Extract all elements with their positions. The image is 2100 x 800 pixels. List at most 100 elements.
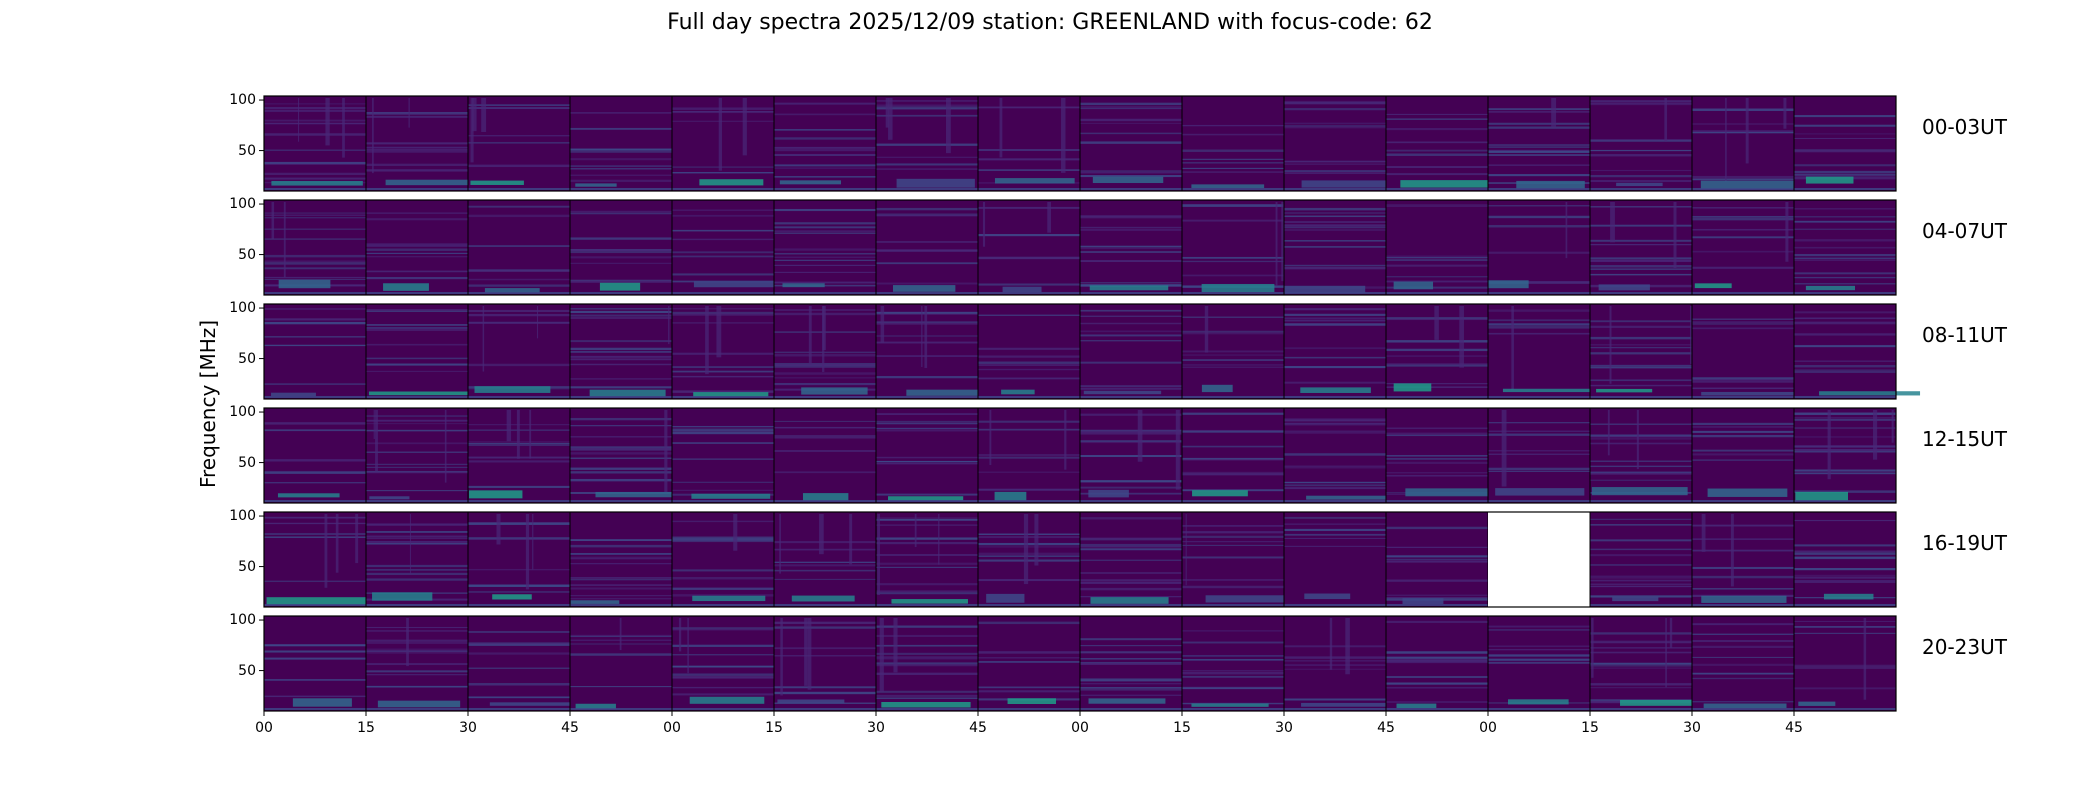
interference-line [1386,127,1488,131]
low-frequency-band [1090,597,1169,604]
y-tick-label: 50 [238,246,256,263]
interference-line [876,537,978,540]
broadband-burst [444,410,447,483]
spectrum-panel [1589,303,1693,400]
interference-line [1386,255,1488,258]
interference-line [978,661,1080,663]
interference-line [1794,346,1896,348]
interference-line [366,670,468,673]
low-frequency-band [1502,388,1601,393]
broadband-burst [879,618,884,692]
interference-line [1488,658,1590,661]
spectrum-panel [1589,95,1693,192]
low-frequency-band [774,292,876,294]
broadband-burst [1783,98,1787,129]
low-frequency-band [264,604,366,606]
interference-line [672,481,774,483]
interference-line [1794,254,1896,257]
low-frequency-band [1192,490,1248,497]
low-frequency-band [369,496,410,500]
spectrum-panel [671,407,775,504]
low-frequency-band [570,188,672,190]
broadband-burst [924,306,928,368]
interference-line [1692,588,1794,590]
broadband-burst [1175,410,1180,490]
spectrum-panel [875,95,979,192]
low-frequency-band [484,288,540,293]
spectrum-panel [875,511,979,608]
interference-line [774,655,876,657]
interference-line [1080,548,1182,551]
interference-line [672,107,774,110]
interference-line [1386,257,1488,259]
interference-line [366,323,468,326]
interference-line [1284,645,1386,648]
interference-line [672,665,774,668]
spectrum-panel [1181,407,1285,504]
interference-line [1386,427,1488,430]
interference-line [876,460,978,463]
spectra-row [259,95,1897,192]
interference-line [366,535,468,537]
interference-line [1284,212,1386,214]
broadband-burst [1565,202,1568,259]
low-frequency-band [468,604,570,606]
interference-line [1182,541,1284,543]
interference-line [366,466,468,468]
interference-line [366,245,468,247]
interference-line [1488,433,1590,436]
broadband-burst [1061,98,1066,173]
interference-line [672,537,774,539]
interference-line [672,489,774,492]
low-frequency-band [774,500,876,502]
interference-line [1284,108,1386,111]
low-frequency-band [1301,702,1403,707]
panel-background [468,512,570,607]
interference-line [774,647,876,650]
broadband-burst [849,514,853,565]
low-frequency-band [570,600,620,604]
low-frequency-band [570,500,672,502]
interference-line [1284,170,1386,172]
interference-line [1386,620,1488,623]
interference-line [1692,677,1794,680]
interference-line [1182,630,1284,632]
interference-line [468,643,570,646]
spectra-row [259,407,1897,504]
low-frequency-band [468,188,570,190]
interference-line [672,166,774,168]
interference-line [1488,122,1590,125]
interference-line [1080,282,1182,284]
interference-line [1794,576,1896,579]
low-frequency-band [1692,604,1794,606]
chart-title: Full day spectra 2025/12/09 station: GRE… [667,10,1433,35]
interference-line [1794,448,1896,451]
interference-line [774,363,876,367]
interference-line [1182,445,1284,448]
interference-line [978,347,1080,350]
low-frequency-band [1393,383,1432,392]
panel-background [1284,96,1386,191]
panel-background [774,408,876,503]
low-frequency-band [292,698,352,707]
interference-line [468,631,570,633]
interference-line [1590,325,1692,328]
interference-line [1080,543,1182,547]
spectra-row [259,303,1921,400]
interference-line [978,651,1080,654]
interference-line [876,456,978,459]
interference-line [1590,575,1692,577]
interference-line [570,256,672,259]
broadband-burst [536,306,539,339]
interference-line [1488,453,1590,455]
interference-line [1794,124,1896,127]
interference-line [366,310,468,312]
interference-line [876,413,978,415]
interference-line [1284,356,1386,359]
interference-line [366,429,468,432]
interference-line [468,269,570,272]
interference-line [876,462,978,465]
spectrum-panel [365,199,469,296]
interference-line [1590,365,1692,368]
row-frame [263,511,1897,608]
